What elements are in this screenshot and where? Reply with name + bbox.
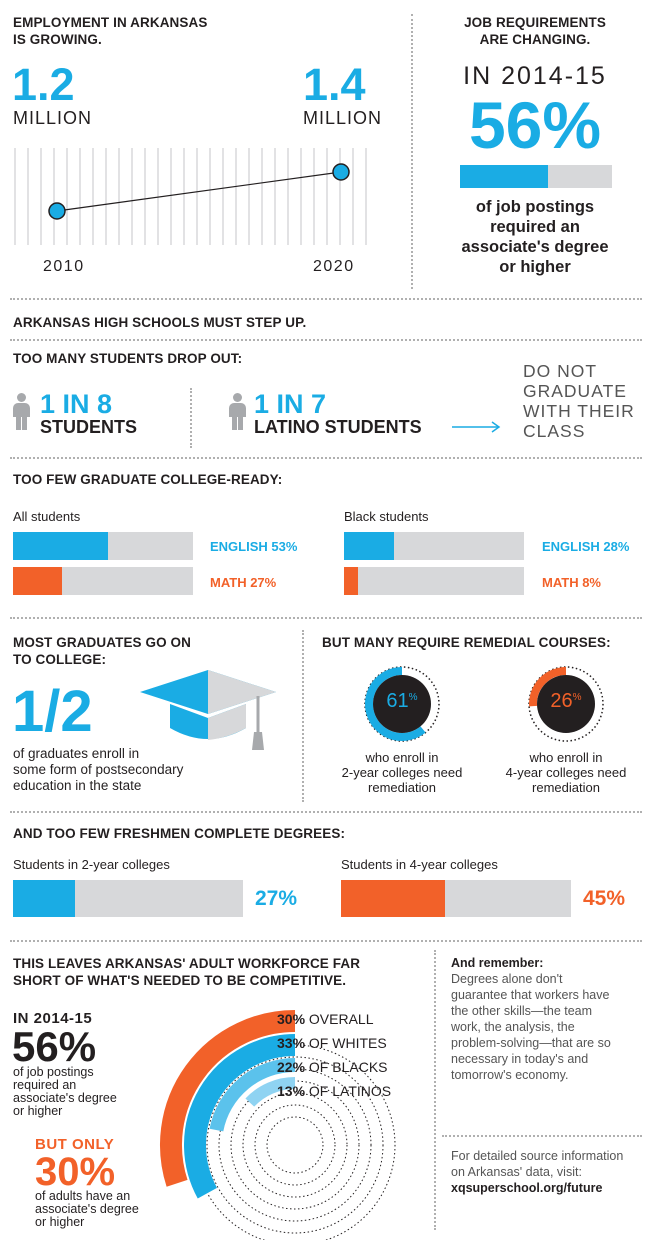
math-bar-all-fill — [13, 567, 62, 595]
workforce-arc-3 — [245, 1077, 296, 1107]
workforce-divider — [434, 950, 436, 1230]
employment-trend-line — [56, 171, 342, 212]
english-bar-black — [344, 532, 524, 560]
divider-2 — [10, 339, 642, 341]
employment-start-unit: MILLION — [13, 108, 93, 128]
divider-5 — [10, 811, 642, 813]
job-requirements-period: IN 2014-15 — [463, 62, 607, 90]
math-bar-black-fill — [344, 567, 359, 595]
math-bar-black — [344, 567, 524, 595]
english-bar-black-fill — [344, 532, 395, 560]
arc-guide-ring — [266, 1116, 324, 1174]
workforce-percent: 56% — [12, 1023, 97, 1070]
english-bar-all — [13, 532, 193, 560]
divider-1 — [10, 298, 642, 300]
adult-percent: 30% — [35, 1150, 116, 1194]
remedial-4year-percent: 26% — [550, 690, 582, 712]
college-ready-title: TOO FEW GRADUATE COLLEGE-READY: — [13, 472, 283, 487]
arc-guide-ring — [206, 1056, 384, 1234]
group-label-all: All students — [13, 509, 81, 524]
employment-2020-point — [332, 163, 350, 181]
divider-4 — [10, 617, 642, 619]
divider-6 — [10, 940, 642, 942]
workforce-title: THIS LEAVES ARKANSAS' ADULT WORKFORCE FA… — [13, 956, 361, 988]
workforce-arc-1 — [184, 1034, 296, 1199]
english-label-all: ENGLISH 53% — [210, 539, 298, 554]
arc-guide-ring — [218, 1068, 372, 1222]
dropout-outcome: DO NOT GRADUATE WITH THEIR CLASS — [523, 361, 635, 441]
degree-label-2year: Students in 2-year colleges — [13, 857, 170, 872]
employment-line-chart — [14, 148, 367, 245]
math-bar-all — [13, 567, 193, 595]
employment-end-unit: MILLION — [303, 108, 383, 128]
high-schools-title: ARKANSAS HIGH SCHOOLS MUST STEP UP. — [13, 315, 307, 330]
degree-label-4year: Students in 4-year colleges — [341, 857, 498, 872]
job-postings-bar — [460, 165, 612, 188]
arc-guide-ring — [194, 1044, 396, 1240]
job-postings-bar-fill — [460, 165, 549, 188]
english-label-black: ENGLISH 28% — [542, 539, 630, 554]
math-label-black: MATH 8% — [542, 575, 601, 590]
source-link[interactable]: xqsuperschool.org/future — [451, 1181, 603, 1195]
remedial-4year-donut — [528, 666, 604, 742]
workforce-arc-chart — [160, 1010, 396, 1240]
english-bar-all-fill — [13, 532, 109, 560]
workforce-arc-0 — [160, 1010, 296, 1187]
dropout-stat1-label: STUDENTS — [40, 417, 138, 437]
arc-label-blacks: 22% OF BLACKS — [277, 1059, 388, 1075]
math-label-all: MATH 27% — [210, 575, 277, 590]
college-divider — [302, 630, 304, 802]
dropout-divider — [190, 388, 192, 448]
go-to-college-desc: of graduates enroll in some form of post… — [13, 746, 184, 793]
remember-note: And remember: Degrees alone don't guaran… — [451, 956, 611, 1082]
employment-start-value: 1.2 — [12, 59, 75, 110]
divider-3 — [10, 457, 642, 459]
arrow-right-icon — [452, 421, 501, 433]
remedial-2year-desc: who enroll in 2-year colleges need remed… — [341, 750, 463, 795]
arc-label-overall: 30% OVERALL — [277, 1011, 374, 1027]
dropout-stat2-label: LATINO STUDENTS — [254, 417, 422, 437]
degree-bar-4year-fill — [341, 880, 445, 917]
dropout-stat2-ratio: 1 IN 7 — [254, 389, 327, 419]
section1-divider — [411, 14, 413, 289]
adult-desc: of adults have an associate's degree or … — [35, 1189, 139, 1229]
degree-bar-2year-fill — [13, 880, 76, 917]
degrees-title: AND TOO FEW FRESHMEN COMPLETE DEGREES: — [13, 826, 346, 841]
group-label-black: Black students — [344, 509, 429, 524]
workforce-desc: of job postings required an associate's … — [13, 1065, 117, 1118]
arc-label-latinos: 13% OF LATINOS — [277, 1083, 392, 1099]
dropout-title: TOO MANY STUDENTS DROP OUT: — [13, 351, 243, 366]
employment-title: EMPLOYMENT IN ARKANSAS IS GROWING. — [13, 15, 208, 47]
remedial-title: BUT MANY REQUIRE REMEDIAL COURSES: — [322, 635, 611, 650]
remedial-2year-percent: 61% — [386, 690, 418, 712]
employment-2010-point — [48, 202, 66, 220]
arc-guide-ring — [254, 1104, 336, 1186]
but-only-label: BUT ONLY — [35, 1136, 115, 1153]
job-requirements-percent: 56% — [468, 88, 602, 162]
employment-end-value: 1.4 — [303, 59, 366, 110]
remedial-4year-desc: who enroll in 4-year colleges need remed… — [505, 750, 627, 795]
arc-guide-ring — [242, 1092, 348, 1198]
degree-percent-2year: 27% — [255, 887, 298, 910]
remedial-2year-donut — [364, 666, 440, 742]
employment-start-year: 2010 — [43, 258, 85, 275]
job-requirements-title: JOB REQUIREMENTS ARE CHANGING. — [464, 15, 606, 47]
graduation-cap-icon — [140, 670, 276, 750]
workforce-period: IN 2014-15 — [13, 1010, 93, 1027]
remember-divider — [442, 1135, 642, 1137]
dropout-stat1-ratio: 1 IN 8 — [40, 389, 113, 419]
job-requirements-desc: of job postings required an associate's … — [461, 198, 609, 276]
degree-percent-4year: 45% — [583, 887, 626, 910]
degree-bar-2year — [13, 880, 243, 917]
go-to-college-title: MOST GRADUATES GO ON TO COLLEGE: — [13, 635, 192, 667]
employment-end-year: 2020 — [313, 258, 355, 275]
source-note: For detailed source information on Arkan… — [451, 1149, 624, 1195]
go-to-college-fraction: 1/2 — [12, 679, 93, 744]
degree-bar-4year — [341, 880, 571, 917]
arc-label-whites: 33% OF WHITES — [277, 1035, 387, 1051]
workforce-arc-2 — [209, 1058, 296, 1132]
